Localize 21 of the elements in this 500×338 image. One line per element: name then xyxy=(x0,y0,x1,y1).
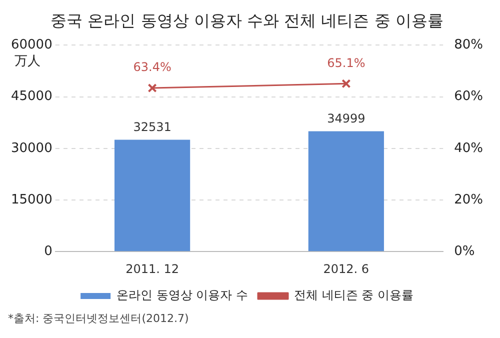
y-axis-title: 万人 xyxy=(14,54,41,70)
text: *출처: 중국인터넷정보센터(2012.7) xyxy=(8,312,190,326)
y-tick-label: 60000 xyxy=(10,38,52,53)
data-label: 32531 xyxy=(133,120,172,134)
y2-tick-label: 60% xyxy=(454,89,484,104)
legend-label: 전체 네티즌 중 이용률 xyxy=(294,288,414,302)
y2-tick-label: 0% xyxy=(454,244,475,259)
data-label: 63.4% xyxy=(133,60,172,74)
y-tick-label: 0 xyxy=(44,244,52,259)
chart-title: 중국 온라인 동영상 이용자 수와 전체 네티즌 중 이용률 xyxy=(50,10,444,30)
y2-tick-label: 80% xyxy=(454,38,484,53)
data-label: 34999 xyxy=(327,111,366,126)
y2-tick-label: 20% xyxy=(454,192,484,208)
data-label: 65.1% xyxy=(327,56,366,70)
y-tick-label: 15000 xyxy=(10,192,52,208)
x-tick-label: 2012. 6 xyxy=(323,262,370,276)
y-tick-label: 30000 xyxy=(10,140,52,156)
y2-tick-label: 40% xyxy=(454,140,484,156)
x-tick-label: 2011. 12 xyxy=(126,262,180,276)
y-tick-label: 45000 xyxy=(10,89,52,104)
legend-label: 온라인 동영상 이용자 수 xyxy=(116,288,248,302)
